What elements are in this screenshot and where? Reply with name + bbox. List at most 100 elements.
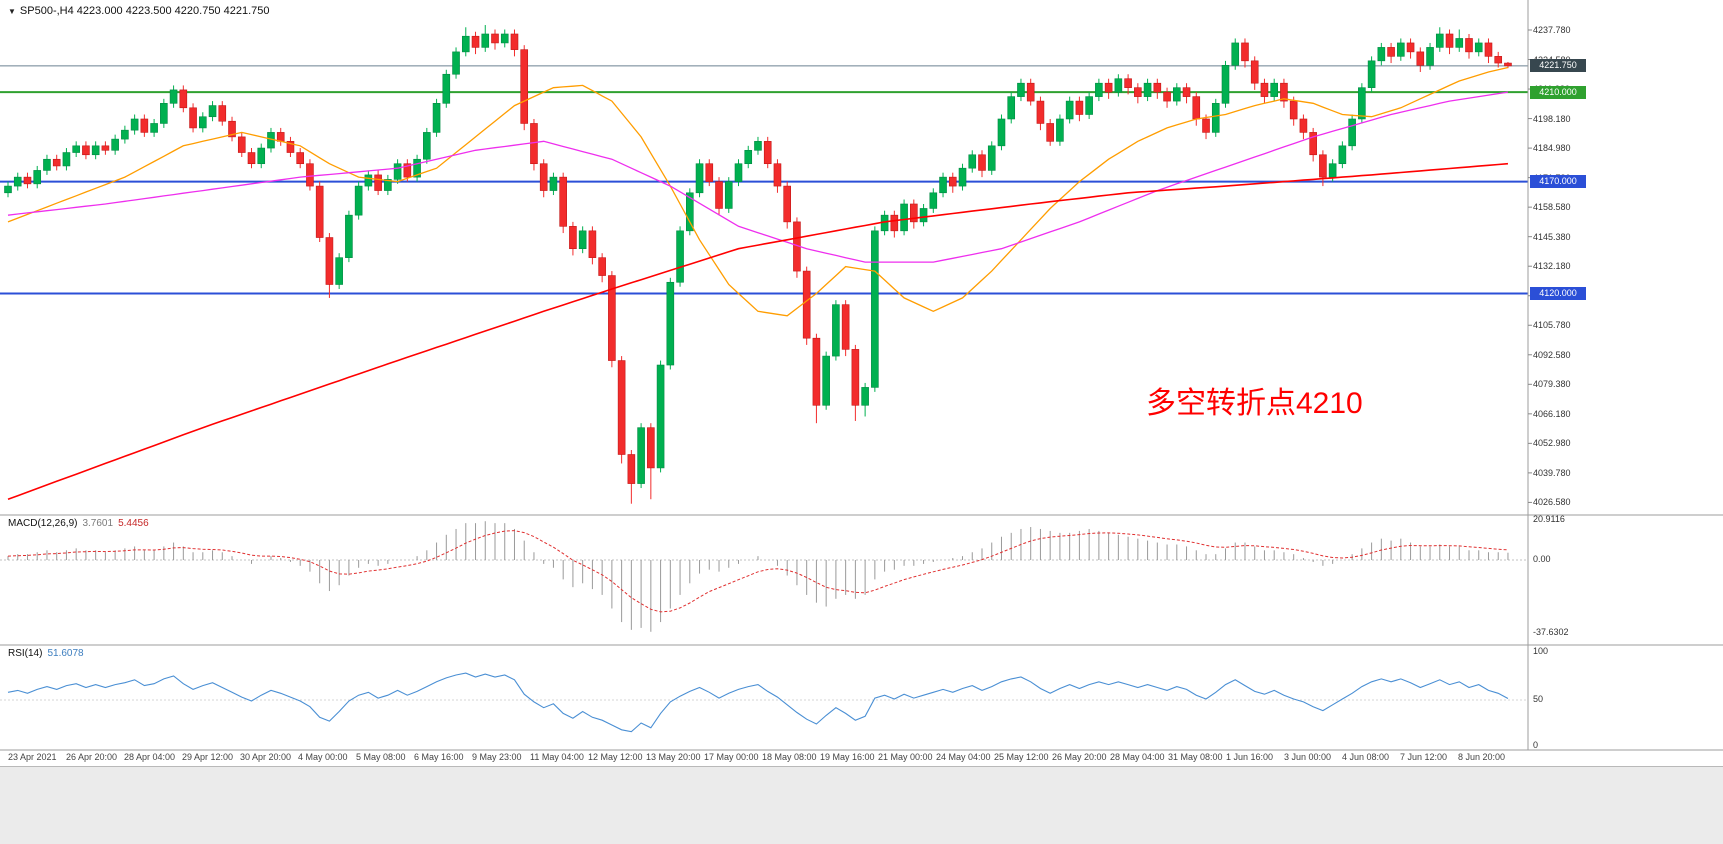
candle <box>306 163 314 187</box>
candle <box>1056 118 1064 142</box>
candle <box>1474 42 1483 53</box>
ma-fast-orange <box>7 66 1509 317</box>
candle <box>637 427 645 484</box>
candle <box>33 170 42 185</box>
candle <box>530 123 538 165</box>
candle <box>520 49 529 124</box>
candle <box>1182 87 1191 97</box>
candle <box>1017 82 1025 97</box>
candle <box>1367 60 1376 88</box>
macd-signal-line <box>7 530 1508 613</box>
macd-axis-zero: 0.00 <box>1533 554 1551 564</box>
candle <box>471 35 480 48</box>
candle <box>1036 100 1045 124</box>
candle <box>1465 38 1473 53</box>
candle <box>1435 33 1444 48</box>
candle <box>1026 82 1035 102</box>
rsi-axis-0: 0 <box>1533 740 1539 750</box>
macd-signal-value: 5.4456 <box>118 518 149 529</box>
candle <box>734 163 743 182</box>
candle <box>500 33 509 44</box>
candle <box>286 141 295 153</box>
candle <box>1426 47 1434 66</box>
rsi-value: 51.6078 <box>47 648 84 659</box>
rsi-line <box>7 672 1509 733</box>
candle <box>208 105 217 118</box>
candle <box>1484 42 1493 57</box>
candle <box>325 237 334 285</box>
candle <box>705 163 714 182</box>
candle <box>1397 42 1405 57</box>
candle <box>1221 64 1230 104</box>
candle <box>695 163 704 194</box>
candle <box>23 176 32 185</box>
candle <box>442 73 451 104</box>
candle <box>393 163 402 180</box>
candle <box>773 163 782 187</box>
candle <box>1260 82 1269 97</box>
rsi-axis-100: 100 <box>1533 646 1549 656</box>
candle <box>1445 33 1454 48</box>
macd-axis-min: -37.6302 <box>1533 627 1569 637</box>
macd-name: MACD(12,26,9) <box>8 518 78 529</box>
candle <box>150 123 158 133</box>
symbol-timeframe-label: SP500-,H4 <box>19 5 74 17</box>
candle <box>783 185 792 223</box>
candle <box>549 176 558 191</box>
candle <box>296 152 305 165</box>
candle <box>715 181 723 209</box>
candle <box>890 214 899 232</box>
candle <box>841 304 850 350</box>
candle <box>900 203 908 232</box>
candle <box>958 167 967 187</box>
candle <box>676 230 684 283</box>
candle <box>413 158 421 178</box>
candle <box>919 208 928 223</box>
candle <box>1046 123 1054 142</box>
ma-slow-red <box>7 162 1509 500</box>
candle <box>315 185 324 238</box>
candle <box>179 89 188 109</box>
candle <box>1134 87 1142 97</box>
candle <box>510 33 519 50</box>
candle <box>247 152 256 165</box>
ohlc-readout: 4223.000 4223.500 4220.750 4221.750 <box>76 5 270 17</box>
candle <box>763 141 772 165</box>
candle <box>1153 82 1162 93</box>
rsi-name: RSI(14) <box>8 648 43 659</box>
symbol-dropdown-icon[interactable]: ▼ <box>8 7 16 16</box>
candle <box>1280 82 1288 102</box>
ma-mid-magenta <box>7 91 1509 263</box>
candle <box>1504 62 1512 67</box>
bottom-window-area <box>0 766 1723 844</box>
candle <box>91 145 100 156</box>
candle <box>1358 87 1366 120</box>
candle <box>569 226 577 250</box>
candle <box>335 257 343 285</box>
candle <box>1173 87 1181 102</box>
candle <box>656 364 665 469</box>
candle <box>1377 47 1386 62</box>
candle <box>608 275 616 361</box>
candle <box>910 203 918 223</box>
candle <box>13 176 22 187</box>
candle <box>1299 118 1308 133</box>
candle <box>802 270 811 339</box>
candle <box>1250 60 1259 84</box>
candle <box>82 145 90 156</box>
candle <box>345 214 353 258</box>
macd-main-value: 3.7601 <box>82 518 114 529</box>
candle <box>140 118 149 133</box>
candle <box>1270 82 1278 97</box>
candle <box>948 176 957 187</box>
candle <box>62 152 71 167</box>
candle <box>1309 132 1317 156</box>
candle <box>276 132 285 142</box>
candle <box>647 427 655 469</box>
macd-axis-max: 20.9116 <box>1533 514 1565 524</box>
candle <box>851 349 860 406</box>
candle <box>1104 82 1113 93</box>
trend-annotation-text: 多空转折点4210 <box>1146 387 1363 420</box>
